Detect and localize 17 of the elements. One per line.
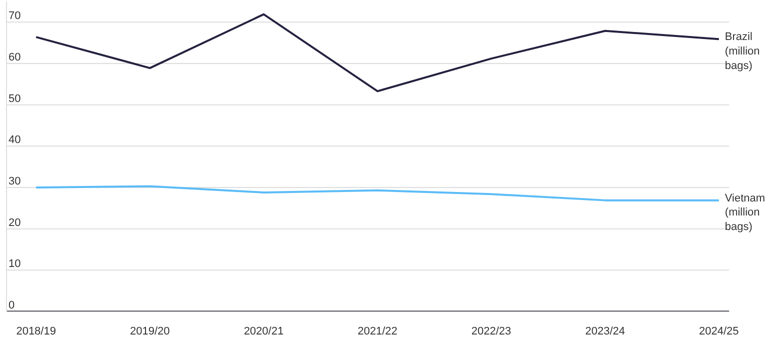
x-tick-label: 2021/22 bbox=[358, 326, 398, 338]
series-label: Brazil (million bags) bbox=[724, 31, 760, 72]
x-tick-label: 2019/20 bbox=[130, 326, 170, 338]
y-tick-label: 30 bbox=[8, 176, 21, 188]
x-tick-label: 2020/21 bbox=[244, 326, 284, 338]
x-tick-label: 2022/23 bbox=[471, 326, 512, 338]
y-tick-label: 0 bbox=[8, 300, 15, 312]
x-tick-label: 2024/25 bbox=[699, 326, 739, 338]
y-tick-label: 60 bbox=[8, 52, 21, 64]
y-tick-label: 20 bbox=[8, 216, 21, 229]
y-tick-label: 50 bbox=[8, 92, 21, 105]
series-label: Vietnam (million bags) bbox=[724, 192, 766, 234]
x-tick-label: 2023/24 bbox=[585, 326, 625, 338]
x-tick-label: 2018/19 bbox=[16, 326, 56, 338]
y-tick-label: 70 bbox=[8, 10, 21, 22]
y-tick-label: 40 bbox=[8, 134, 21, 146]
y-tick-label: 10 bbox=[8, 258, 21, 270]
